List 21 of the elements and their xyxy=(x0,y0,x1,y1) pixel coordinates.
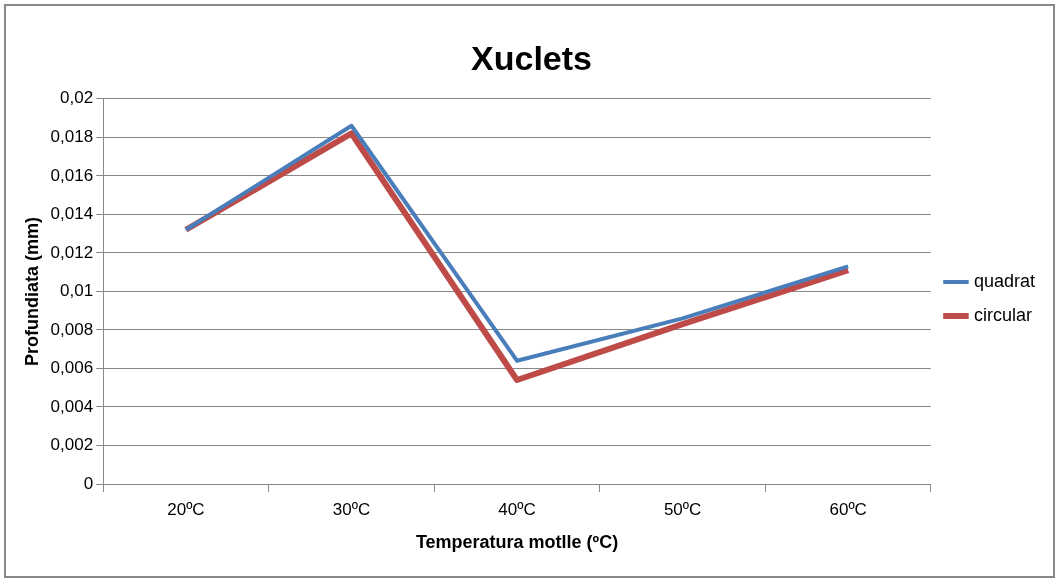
x-tick-label: 20ºC xyxy=(167,499,205,519)
y-tick-label: 0,006 xyxy=(50,358,94,378)
y-axis-title: Profundiata (mm) xyxy=(21,216,42,366)
y-tick-label: 0,02 xyxy=(60,88,94,108)
y-tick-label: 0,016 xyxy=(50,165,94,185)
y-tick-label: 0,018 xyxy=(50,127,94,147)
legend-label: circular xyxy=(973,304,1032,325)
x-tick-label: 40ºC xyxy=(498,499,536,519)
x-tick-label: 30ºC xyxy=(332,499,371,519)
y-tick-label: 0,014 xyxy=(50,204,94,224)
x-axis-title: Temperatura motlle (ºC) xyxy=(415,532,619,553)
y-tick-label: 0,012 xyxy=(50,242,94,262)
y-tick-label: 0 xyxy=(83,473,94,493)
legend-label: quadrat xyxy=(973,270,1036,291)
x-tick-label: 50ºC xyxy=(663,499,702,519)
y-tick-label: 0,008 xyxy=(50,319,94,339)
y-tick-label: 0,004 xyxy=(50,396,94,416)
chart-title: Xuclets xyxy=(471,38,592,77)
y-tick-label: 0,01 xyxy=(60,281,94,301)
x-tick-label: 60ºC xyxy=(829,499,867,519)
y-tick-label: 0,002 xyxy=(50,435,94,455)
